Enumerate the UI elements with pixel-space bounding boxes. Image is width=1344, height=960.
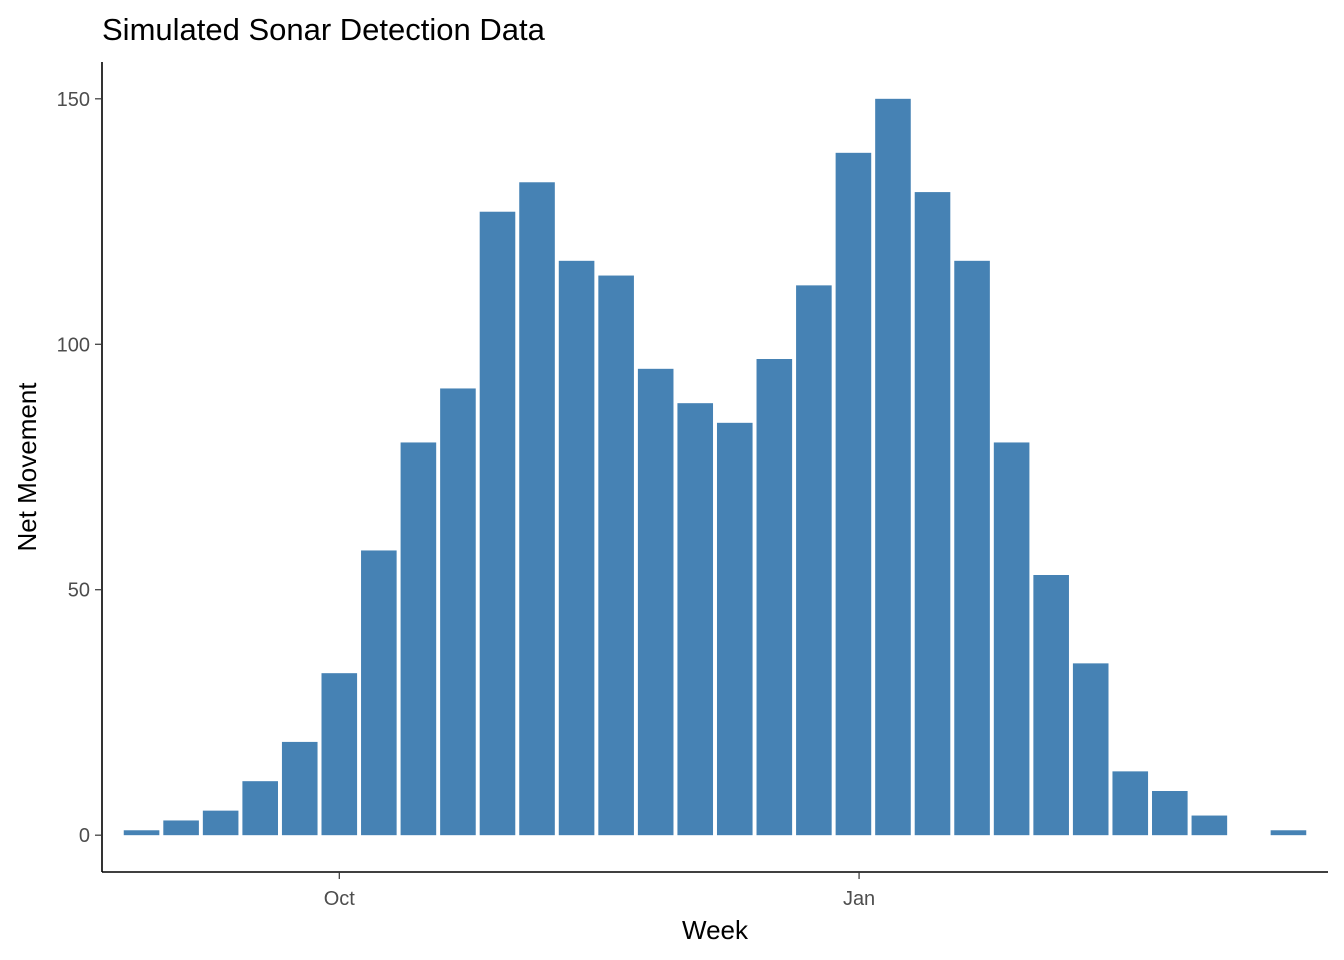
y-tick-label: 50: [68, 580, 90, 602]
y-ticks-group: 0 50 100 150: [57, 89, 102, 847]
bar-2023-10-29: [479, 211, 516, 836]
x-axis-title: Week: [682, 915, 749, 945]
bar-2023-09-10: [202, 810, 239, 836]
bar-2023-08-27: [123, 830, 160, 836]
y-tick-label: 0: [79, 825, 90, 847]
bar-2024-01-14: [914, 192, 951, 836]
bar-2023-09-24: [281, 741, 318, 836]
x-tick-label: Jan: [843, 888, 875, 910]
bar-2023-11-19: [598, 275, 634, 836]
bar-2023-12-17: [756, 359, 793, 836]
bar-2023-10-22: [440, 388, 476, 836]
x-ticks-group: Oct Jan: [324, 872, 875, 910]
bar-2023-10-15: [400, 442, 437, 836]
bar-2023-12-24: [796, 285, 832, 836]
bar-2024-03-17: [1270, 830, 1307, 836]
bars-group: [123, 98, 1307, 836]
y-axis-title: Net Movement: [12, 382, 42, 552]
bar-2023-09-03: [163, 820, 199, 836]
bar-2023-12-10: [716, 422, 753, 836]
bar-2024-02-04: [1033, 575, 1069, 836]
bar-2024-01-28: [993, 442, 1030, 836]
bar-2023-10-01: [321, 673, 358, 836]
bar-2023-12-31: [835, 152, 872, 836]
y-tick-label: 100: [57, 334, 90, 356]
x-tick-label: Oct: [324, 888, 356, 910]
bar-2024-02-11: [1072, 663, 1109, 836]
bar-2024-01-07: [875, 98, 911, 836]
bar-2024-02-18: [1112, 771, 1149, 836]
bar-2023-12-03: [677, 403, 714, 836]
bar-2024-01-21: [954, 260, 990, 836]
bar-2023-09-17: [242, 781, 278, 836]
bar-2024-03-03: [1191, 815, 1228, 836]
y-tick-label: 150: [57, 89, 90, 111]
bar-2023-11-26: [637, 368, 674, 836]
bar-2024-02-25: [1152, 791, 1188, 836]
bar-2023-11-05: [519, 182, 555, 836]
bar-2023-10-08: [361, 550, 397, 836]
chart-title: Simulated Sonar Detection Data: [102, 12, 546, 47]
bar-2023-11-12: [558, 260, 595, 836]
